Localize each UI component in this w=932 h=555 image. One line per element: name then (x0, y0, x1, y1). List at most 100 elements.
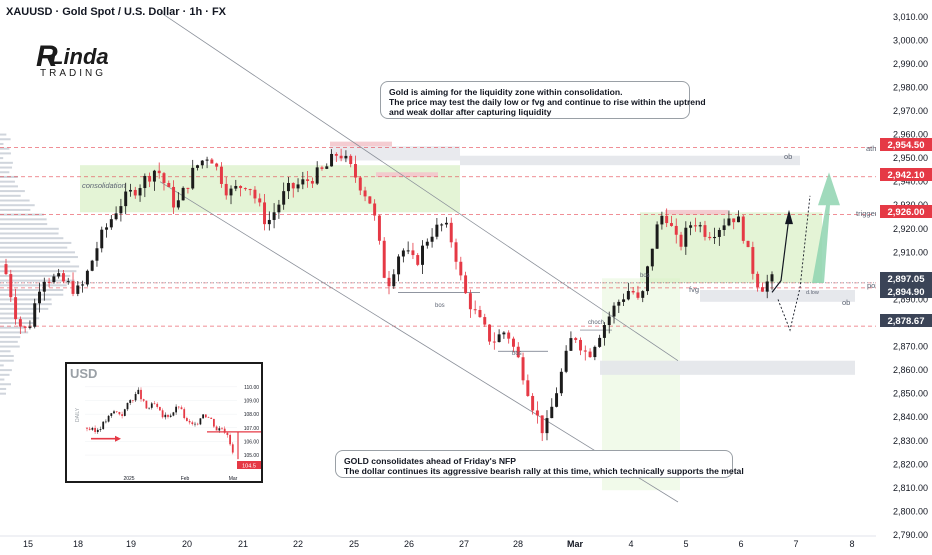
projection-arrow-green (812, 172, 840, 283)
volume-profile-bar (0, 265, 80, 268)
x-tick-label: 7 (793, 539, 798, 549)
candle-layer (4, 148, 774, 442)
y-tick-label: 2,870.00 (893, 342, 928, 352)
usd-inset-candle (194, 423, 196, 425)
x-tick-label: 5 (683, 539, 688, 549)
annotation-bos-3: bos (640, 273, 650, 279)
candle-down (741, 216, 745, 241)
annotation-ath: ath (866, 144, 876, 153)
price-tag-2897-text: 2,897.05 (888, 274, 926, 285)
price-tag-2942-text: 2,942.10 (888, 170, 925, 181)
candle-up (646, 266, 650, 292)
x-tick-label: 15 (23, 539, 33, 549)
usd-inset-candle (110, 413, 113, 416)
candle-up (425, 241, 429, 246)
usd-inset-candle (226, 432, 229, 435)
symbol-title[interactable]: XAUUSD · Gold Spot / U.S. Dollar · 1h · … (6, 6, 227, 18)
candle-up (33, 303, 37, 327)
volume-profile-bar (0, 152, 11, 155)
candle-up (406, 250, 410, 252)
usd-inset-candle (88, 428, 91, 430)
callout-top-line-3: and weak dollar after capturing liquidit… (389, 107, 552, 117)
usd-inset-title: USD (70, 366, 98, 381)
y-tick-label: 3,010.00 (893, 12, 928, 22)
y-tick-label: 2,830.00 (893, 436, 928, 446)
x-tick-label: 8 (849, 539, 854, 549)
x-tick-label: 26 (404, 539, 414, 549)
usd-inset-candle (207, 417, 210, 418)
usd-inset-candle (86, 427, 88, 429)
candle-up (229, 188, 233, 196)
candle-up (689, 225, 693, 228)
usd-inset-candle (105, 421, 107, 423)
y-tick-label: 2,850.00 (893, 389, 928, 399)
candle-up (435, 224, 439, 237)
candle-down (488, 324, 492, 342)
candle-up (722, 225, 726, 230)
candle-down (478, 309, 482, 318)
volume-profile-bar (0, 303, 52, 306)
candle-up (392, 274, 396, 287)
candle-down (459, 261, 463, 276)
usd-inset-x-axis: 2025 Feb Mar (123, 476, 237, 481)
candle-down (61, 273, 65, 282)
usd-inset-candle (91, 427, 94, 430)
usd-inset-side-label: DAILY (75, 407, 81, 422)
y-tick-label: 2,810.00 (893, 483, 928, 493)
candle-up (277, 204, 281, 213)
ob-zone-top-left (330, 146, 460, 161)
x-tick-label: 22 (293, 539, 303, 549)
usd-inset-candle (145, 400, 148, 409)
volume-profile-bar (0, 166, 13, 169)
candle-up (81, 284, 85, 286)
usd-inset-candle (132, 400, 134, 401)
x-tick-label: 21 (238, 539, 248, 549)
volume-profile-bar (0, 387, 7, 390)
y-tick-label: 2,890.00 (893, 294, 928, 304)
usd-inset-candle (99, 429, 102, 430)
y-tick-label: 2,990.00 (893, 59, 928, 69)
candle-up (607, 316, 611, 326)
candle-down (464, 275, 468, 294)
annotation-trigger: trigger (856, 209, 878, 218)
candle-down (210, 159, 214, 164)
candle-down (746, 240, 750, 248)
candle-down (507, 332, 511, 339)
volume-profile-bar (0, 227, 59, 230)
x-tick-label: 18 (73, 539, 83, 549)
candle-up (109, 219, 113, 228)
volume-profile-bar (0, 373, 10, 376)
background-layer (0, 133, 80, 395)
candle-down (674, 225, 678, 235)
candle-down (354, 164, 357, 178)
usd-inset-candle (140, 389, 142, 400)
candle-down (521, 357, 525, 381)
usd-inset-candle (142, 399, 145, 401)
candle-down (679, 234, 683, 247)
candle-down (219, 166, 223, 184)
volume-profile-bar (0, 350, 11, 353)
callout-top: Gold is aiming for the liquidity zone wi… (380, 81, 706, 119)
candle-down (574, 338, 578, 340)
candle-up (315, 167, 319, 184)
channel-upper-line (159, 11, 679, 362)
callout-top-line-1: Gold is aiming for the liquidity zone wi… (389, 87, 623, 97)
volume-profile-bar (0, 256, 78, 259)
volume-profile-bar (0, 147, 10, 150)
volume-profile-bar (0, 345, 20, 348)
candle-up (650, 248, 654, 267)
projection-path-dotted (777, 195, 811, 332)
candle-down (306, 179, 310, 181)
candle-up (622, 299, 626, 302)
annotation-ob-bottom: ob (842, 298, 850, 307)
candle-up (401, 250, 405, 257)
candle-up (626, 290, 630, 300)
candle-down (631, 290, 635, 293)
usd-inset-candle (113, 411, 115, 414)
volume-profile-bar (0, 208, 31, 211)
candle-down (449, 222, 453, 243)
volume-profile-bar (0, 317, 40, 320)
y-tick-label: 2,820.00 (893, 459, 928, 469)
candle-up (282, 191, 286, 205)
